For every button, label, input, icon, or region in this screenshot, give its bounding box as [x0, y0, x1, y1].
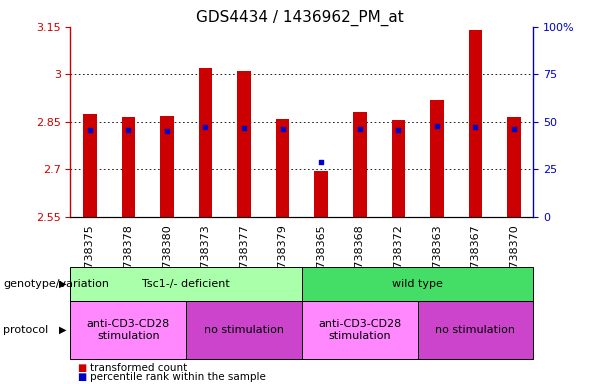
- Text: protocol: protocol: [3, 325, 48, 335]
- Text: transformed count: transformed count: [90, 363, 188, 373]
- Point: [432, 123, 442, 129]
- Point: [394, 127, 403, 133]
- Bar: [83, 114, 96, 217]
- Point: [123, 127, 133, 133]
- Bar: [469, 30, 482, 217]
- Point: [239, 124, 249, 131]
- Bar: [508, 117, 521, 217]
- Point: [316, 159, 326, 165]
- Bar: [121, 117, 135, 217]
- Text: wild type: wild type: [392, 279, 443, 289]
- Bar: [160, 116, 173, 217]
- Text: ▶: ▶: [59, 279, 67, 289]
- Text: no stimulation: no stimulation: [435, 325, 516, 335]
- Bar: [353, 113, 367, 217]
- Point: [85, 127, 94, 133]
- Text: anti-CD3-CD28
stimulation: anti-CD3-CD28 stimulation: [86, 319, 170, 341]
- Point: [162, 128, 172, 134]
- Point: [278, 126, 287, 132]
- Text: genotype/variation: genotype/variation: [3, 279, 109, 289]
- Point: [509, 126, 519, 132]
- Point: [355, 126, 365, 132]
- Text: anti-CD3-CD28
stimulation: anti-CD3-CD28 stimulation: [318, 319, 402, 341]
- Bar: [392, 120, 405, 217]
- Bar: [430, 100, 444, 217]
- Point: [471, 124, 481, 130]
- Text: percentile rank within the sample: percentile rank within the sample: [90, 372, 266, 382]
- Bar: [199, 68, 212, 217]
- Bar: [276, 119, 289, 217]
- Bar: [237, 71, 251, 217]
- Bar: [314, 171, 328, 217]
- Text: ■: ■: [77, 372, 86, 382]
- Text: GDS4434 / 1436962_PM_at: GDS4434 / 1436962_PM_at: [197, 10, 404, 26]
- Point: [200, 124, 210, 130]
- Text: ■: ■: [77, 363, 86, 373]
- Text: ▶: ▶: [59, 325, 67, 335]
- Text: Tsc1-/- deficient: Tsc1-/- deficient: [142, 279, 230, 289]
- Text: no stimulation: no stimulation: [204, 325, 284, 335]
